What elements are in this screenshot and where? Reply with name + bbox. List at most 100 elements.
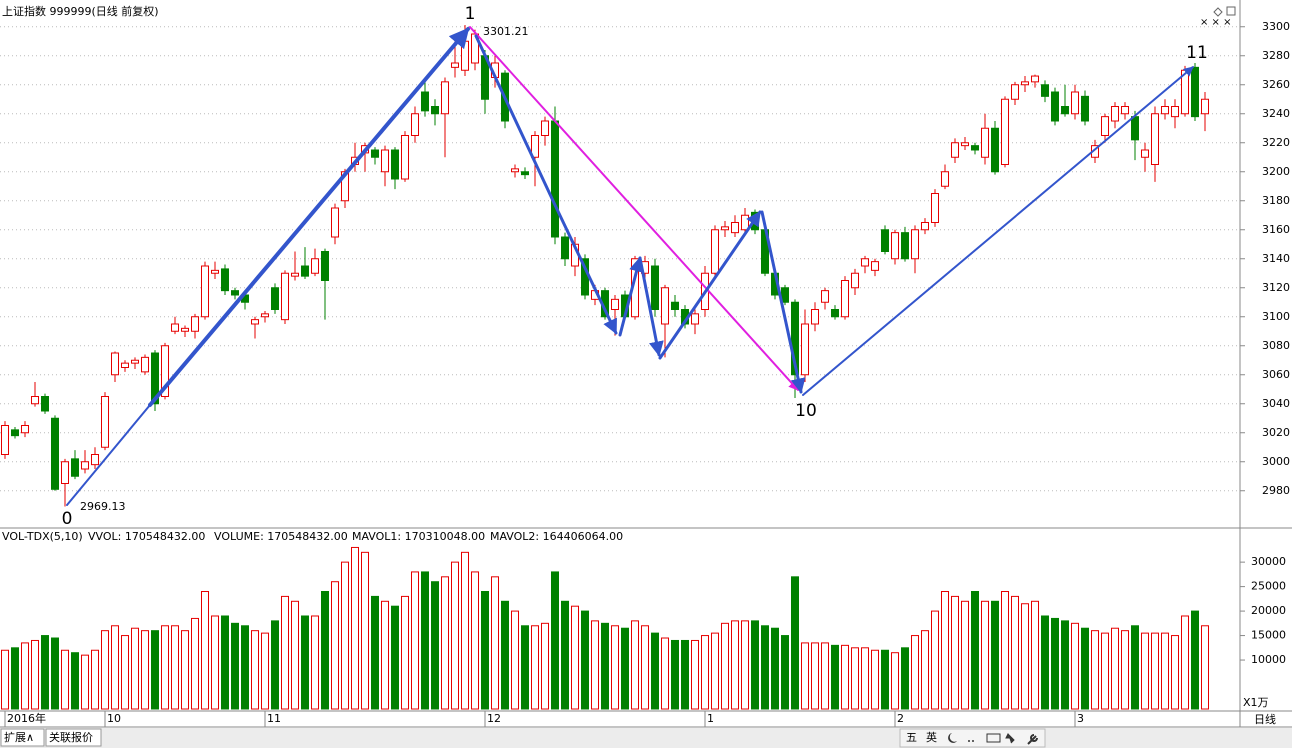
volume-bar [471,571,479,710]
ime-label[interactable]: 五 [906,731,917,744]
volume-bar [651,632,659,710]
readout: MAVOL1: 170310048.00 [352,530,485,543]
tab-label[interactable]: 扩展∧ [4,730,34,744]
candle-body [401,135,409,180]
volume-bar [591,620,599,710]
ime-icon[interactable] [986,733,1001,743]
icon[interactable]: × × × [1200,17,1232,28]
candle-body [831,309,839,318]
candle-body [171,323,179,332]
candle-body [861,258,869,267]
candle-body [1121,106,1129,115]
volume-bar [221,615,229,710]
candle-body [51,417,59,490]
volume-bar [1141,632,1149,710]
tab-label[interactable]: 关联报价 [49,730,93,744]
volume-bar [1191,610,1199,710]
volume-bar [761,625,769,710]
candle-body [511,168,519,173]
candle-body [921,222,929,231]
candle-body [271,287,279,310]
volume-bar [991,600,999,710]
volume-bar [801,642,809,710]
volume-bar [371,595,379,710]
volume-bar [641,625,649,710]
volume-bar [401,595,409,710]
volume-bar [121,635,129,710]
volume-bar [791,576,799,710]
x-axis-label: 日线 [1254,712,1276,726]
volume-bar [681,639,689,710]
volume-bar [561,600,569,710]
candle-body [61,461,69,484]
candle-body [11,429,19,437]
volume-bar [1011,595,1019,710]
candle-body [741,214,749,231]
volume-bar [691,639,699,710]
icon[interactable] [1213,7,1223,17]
y-tick-label: 3160 [1262,223,1290,236]
ime-icon[interactable] [948,733,957,743]
volume-bar [1161,632,1169,710]
candle-body [1131,116,1139,141]
volume-bar [461,551,469,710]
candle-body [851,272,859,289]
candle-body [261,313,269,318]
candle-body [331,207,339,238]
volume-bar [931,610,939,710]
candle-body [441,81,449,115]
volume-bar [671,639,679,710]
candle-body [421,91,429,112]
volume-bar [581,610,589,710]
icon[interactable] [1226,6,1236,16]
ime-icon[interactable] [1005,732,1015,744]
candle-body [951,142,959,158]
volume-bar [521,625,529,710]
x-tick-label: 12 [487,712,501,725]
x-tick-label: 2 [897,712,904,725]
volume-bar [441,576,449,710]
candle-body [661,287,669,325]
volume-bar [1121,630,1129,710]
volume-bar [261,632,269,710]
candle-body [111,352,119,376]
candle-body [71,458,79,477]
volume-bar [1181,615,1189,710]
candle-body [991,127,999,173]
volume-bar [751,620,759,710]
volume-bar [1201,625,1209,710]
volume-bar [431,581,439,710]
candle-body [381,149,389,173]
volume-bar [1091,630,1099,710]
y-tick-label: 3300 [1262,20,1290,33]
candle-body [141,356,149,373]
candle-body [961,142,969,147]
candle-body [1081,95,1089,122]
ime-icon[interactable] [1027,734,1038,745]
y-tick-label: 25000 [1251,580,1286,593]
candle-body [791,301,799,376]
candle-body [561,236,569,260]
candle-body [1011,84,1019,100]
candle-body [191,316,199,332]
ime-icon[interactable] [968,740,970,742]
volume-bar [231,622,239,710]
volume-bar [361,551,369,710]
tab[interactable] [0,728,45,747]
candle-body [1031,75,1039,83]
volume-bar [421,571,429,710]
y-tick-label: 30000 [1251,555,1286,568]
tab[interactable] [45,728,102,747]
y-tick-label: 20000 [1251,604,1286,617]
candle-body [611,298,619,311]
candle-body [161,345,169,397]
ime-label[interactable]: 英 [926,730,937,744]
readout: VOLUME: 170548432.00 [214,530,348,543]
candle-body [1,425,9,455]
candle-body [671,301,679,310]
volume-bar [71,652,79,710]
candle-body [451,62,459,68]
volume-bar [201,591,209,710]
volume-bar [151,630,159,710]
candle-body [971,145,979,151]
